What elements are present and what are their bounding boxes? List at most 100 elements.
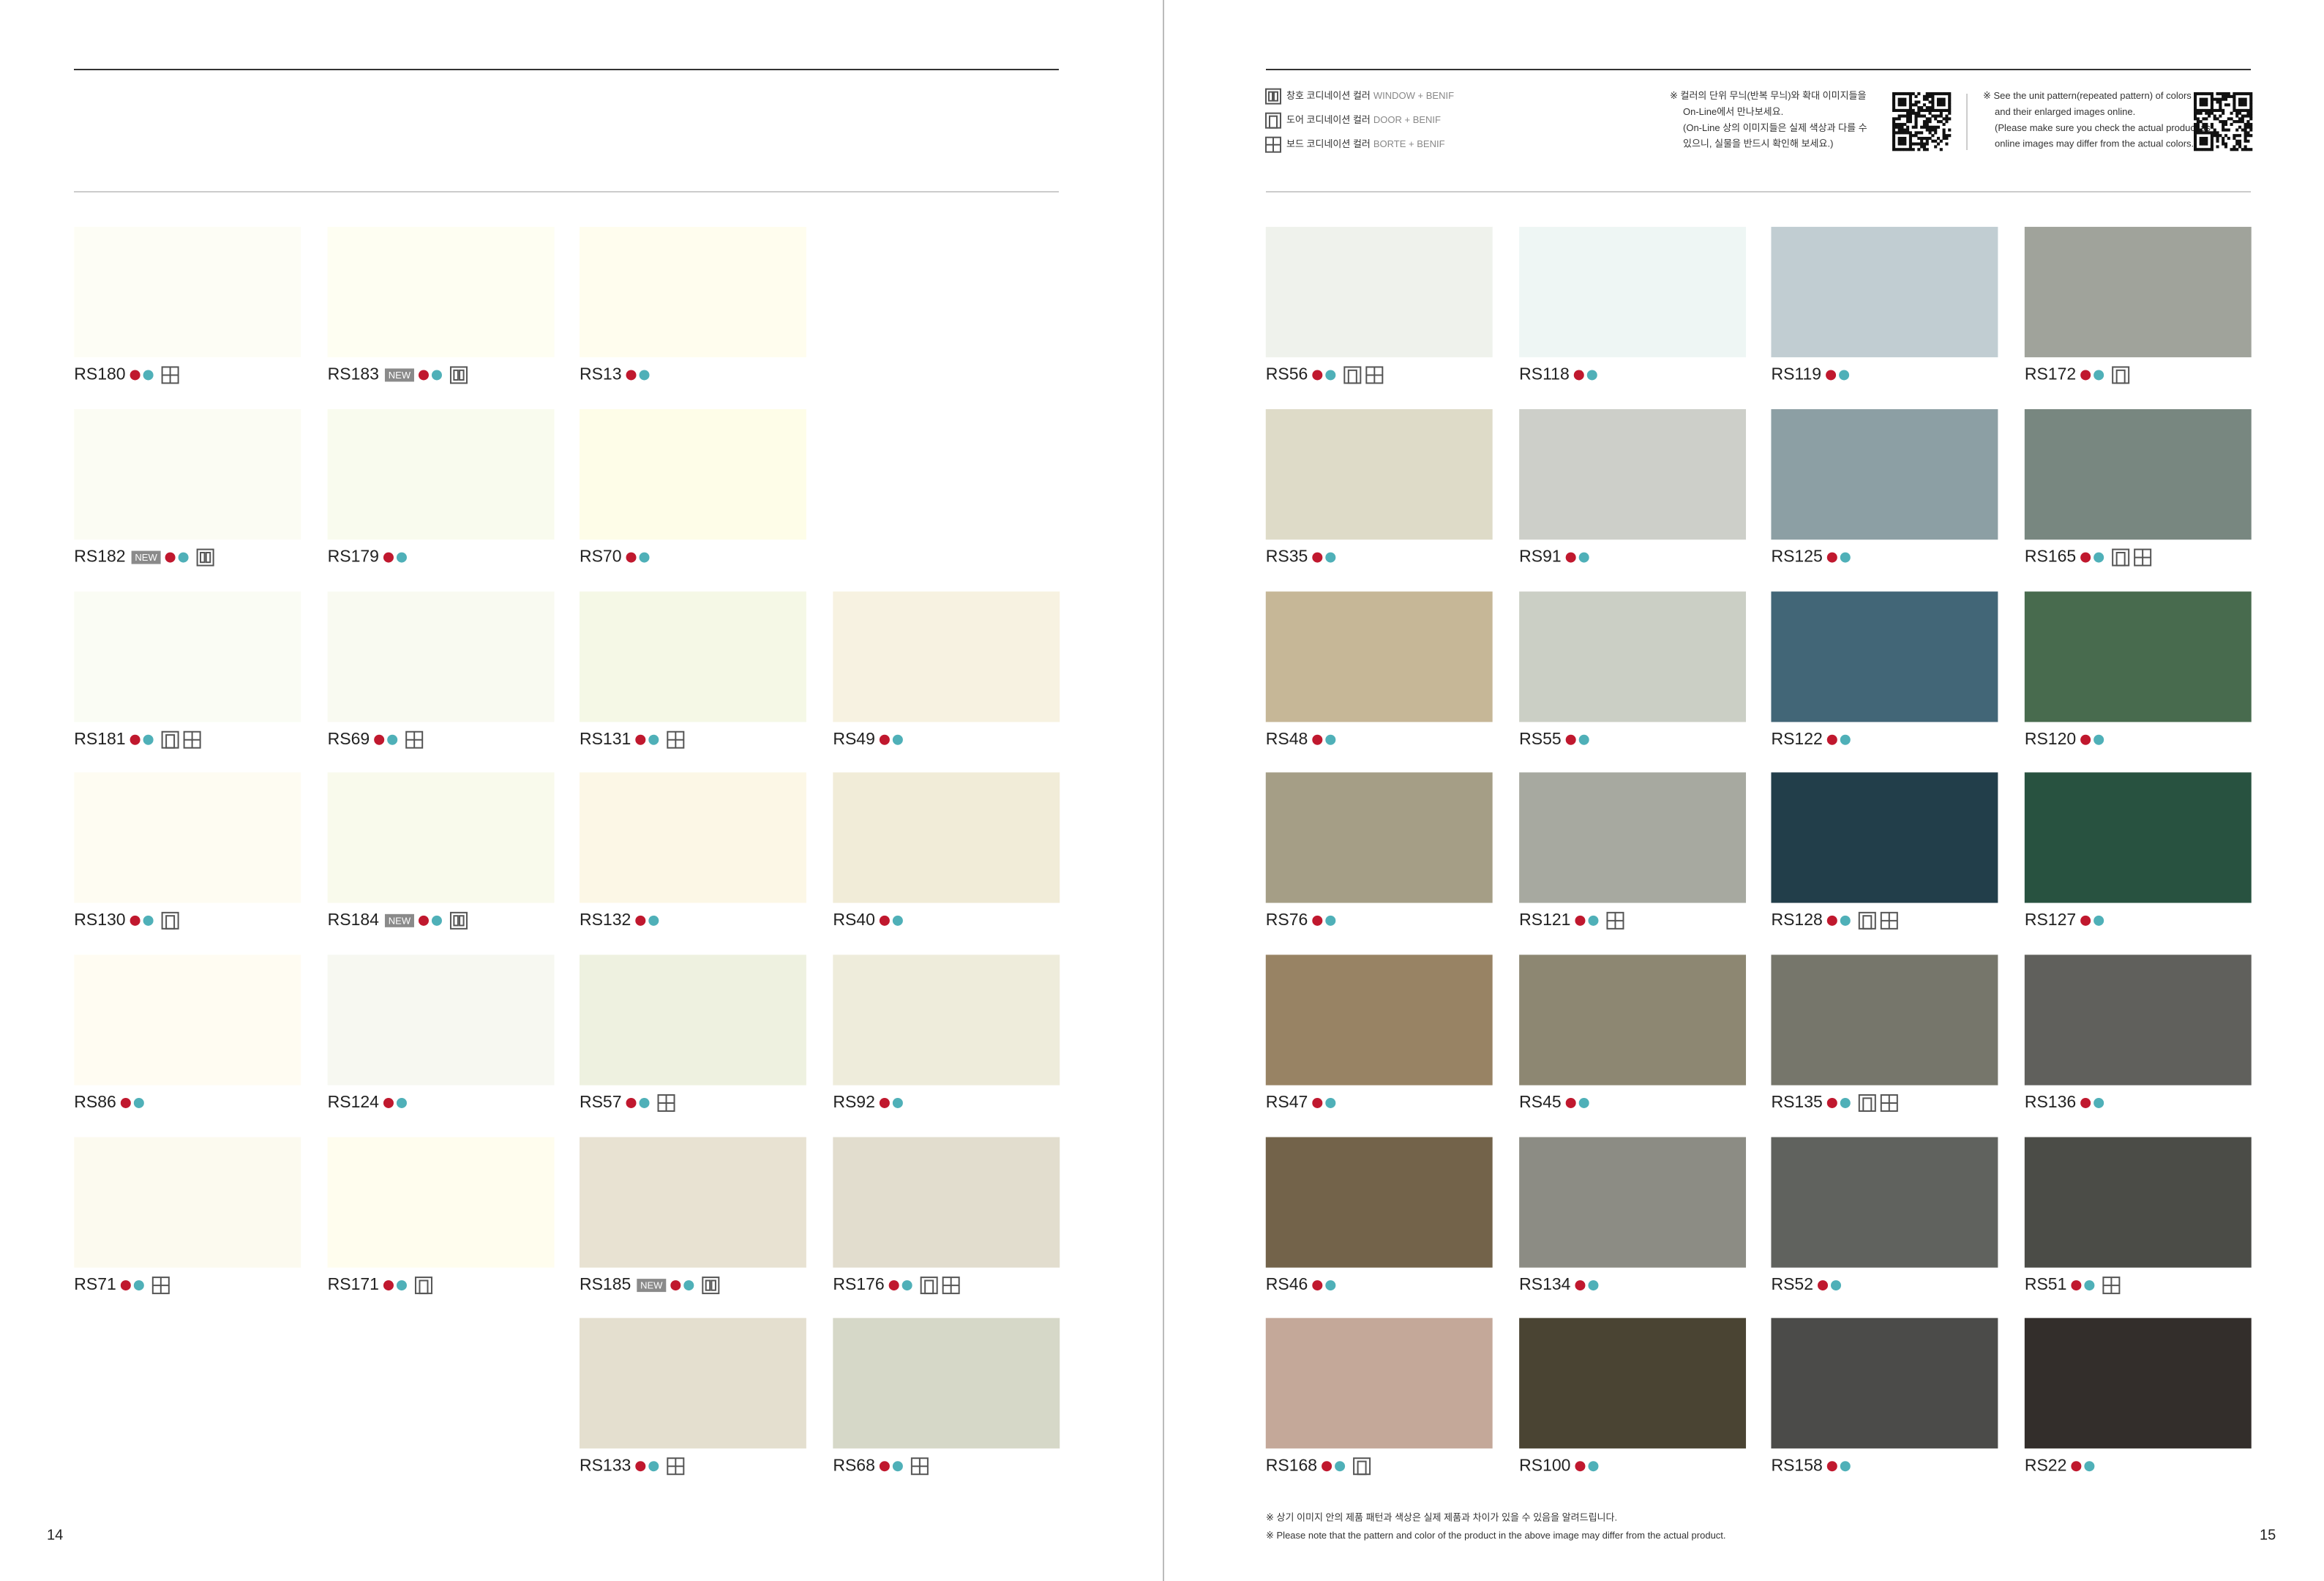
qr-cell — [2246, 120, 2250, 124]
qr-cell — [2227, 94, 2230, 98]
color-code: RS22 — [2025, 1455, 2067, 1474]
dot-teal — [648, 734, 659, 745]
qr-cell — [2208, 92, 2211, 96]
footer-note: ※ Please note that the pattern and color… — [1266, 1530, 1726, 1541]
qr-cell — [2238, 139, 2242, 143]
color-swatch — [327, 1137, 555, 1268]
qr-cell — [2238, 92, 2242, 96]
qr-cell — [1922, 125, 1927, 129]
icon-window — [702, 1277, 720, 1295]
color-code: RS176 — [833, 1274, 884, 1293]
icon-inner — [1862, 915, 1873, 930]
color-code: RS121 — [1519, 910, 1570, 929]
dot-teal — [892, 1461, 903, 1472]
qr-cell — [1936, 114, 1941, 118]
color-code: RS76 — [1266, 910, 1308, 929]
legend-ko: 창호 코디네이션 컬러 — [1286, 90, 1371, 101]
color-code: RS35 — [1266, 547, 1308, 566]
qr-cell — [2244, 100, 2247, 104]
qr-cell — [2238, 125, 2242, 129]
qr-cell — [2224, 145, 2228, 149]
qr-cell — [1914, 125, 1918, 129]
color-swatch — [1771, 226, 1998, 358]
qr-cell — [1908, 120, 1912, 124]
qr-cell — [2199, 100, 2203, 104]
color-code: RS52 — [1771, 1274, 1813, 1293]
qr-cell — [2246, 131, 2250, 135]
qr-cell — [1900, 97, 1904, 101]
dot-red — [120, 1097, 131, 1108]
qr-cell — [1948, 128, 1952, 132]
qr-cell — [1908, 136, 1912, 141]
qr-cell — [1945, 120, 1949, 124]
dot-red — [879, 1461, 890, 1472]
qr-cell — [1948, 134, 1952, 138]
dot-red — [1826, 370, 1837, 381]
dot-teal — [1335, 1461, 1346, 1472]
dot-red — [670, 1280, 681, 1291]
icon-board — [657, 1094, 675, 1112]
color-code: RS127 — [2025, 910, 2076, 929]
color-code: RS120 — [2025, 729, 2076, 748]
qr-cell — [2202, 148, 2205, 152]
qr-cell — [2238, 142, 2242, 146]
icon-frame — [1265, 88, 1281, 105]
qr-cell — [1934, 108, 1938, 112]
dot-red — [130, 915, 140, 926]
dot-teal — [1840, 552, 1851, 563]
qr-cell — [2246, 139, 2250, 143]
color-code: RS183 — [328, 365, 379, 384]
qr-cell — [1928, 106, 1932, 110]
dot-red — [1826, 1097, 1837, 1108]
qr-cell — [1931, 97, 1935, 101]
page-number: 15 — [2260, 1527, 2276, 1543]
qr-cell — [1948, 103, 1952, 107]
qr-cell — [1914, 111, 1918, 115]
dot-teal — [2084, 1461, 2095, 1472]
color-swatch — [74, 591, 301, 722]
qr-cell — [2213, 131, 2216, 135]
qr-cell — [1914, 94, 1918, 98]
qr-cell — [1925, 106, 1929, 110]
icon-inner — [419, 1279, 429, 1295]
qr-cell — [1906, 125, 1910, 129]
qr-cell — [1897, 103, 1901, 107]
icon-board — [405, 730, 424, 749]
color-code: RS130 — [74, 910, 125, 929]
qr-cell — [2246, 148, 2250, 152]
qr-cell — [2233, 148, 2236, 152]
dot-teal — [1831, 1280, 1842, 1291]
qr-cell — [1903, 142, 1907, 146]
icon-inner — [453, 915, 459, 927]
qr-cell — [1934, 125, 1938, 129]
qr-cell — [2241, 148, 2244, 152]
dot-teal — [1840, 915, 1851, 926]
qr-cell — [2224, 134, 2228, 138]
qr-cell — [1939, 111, 1943, 115]
qr-cell — [1900, 142, 1904, 146]
icon-door — [2112, 548, 2130, 567]
qr-cell — [1931, 114, 1935, 118]
qr-cell — [1892, 97, 1896, 101]
color-code: RS122 — [1771, 729, 1822, 748]
qr-cell — [2230, 111, 2233, 115]
color-code: RS49 — [833, 729, 875, 748]
qr-cell — [1920, 106, 1924, 110]
qr-cell — [2244, 114, 2247, 118]
qr-cell — [2249, 114, 2253, 118]
qr-cell — [1948, 108, 1952, 112]
color-code: RS182 — [74, 547, 125, 566]
qr-cell — [2238, 111, 2242, 115]
icon-inner — [453, 369, 459, 381]
qr-cell — [2233, 106, 2236, 110]
icon-board — [1880, 1094, 1898, 1112]
qr-cell — [2194, 136, 2197, 141]
qr-cell — [1948, 97, 1952, 101]
color-swatch — [74, 226, 301, 358]
qr-cell — [2224, 94, 2228, 98]
qr-cell — [1917, 100, 1921, 104]
qr-cell — [2210, 139, 2214, 143]
qr-cell — [2246, 122, 2250, 127]
qr-cell — [2249, 108, 2253, 112]
dot-teal — [1839, 370, 1850, 381]
